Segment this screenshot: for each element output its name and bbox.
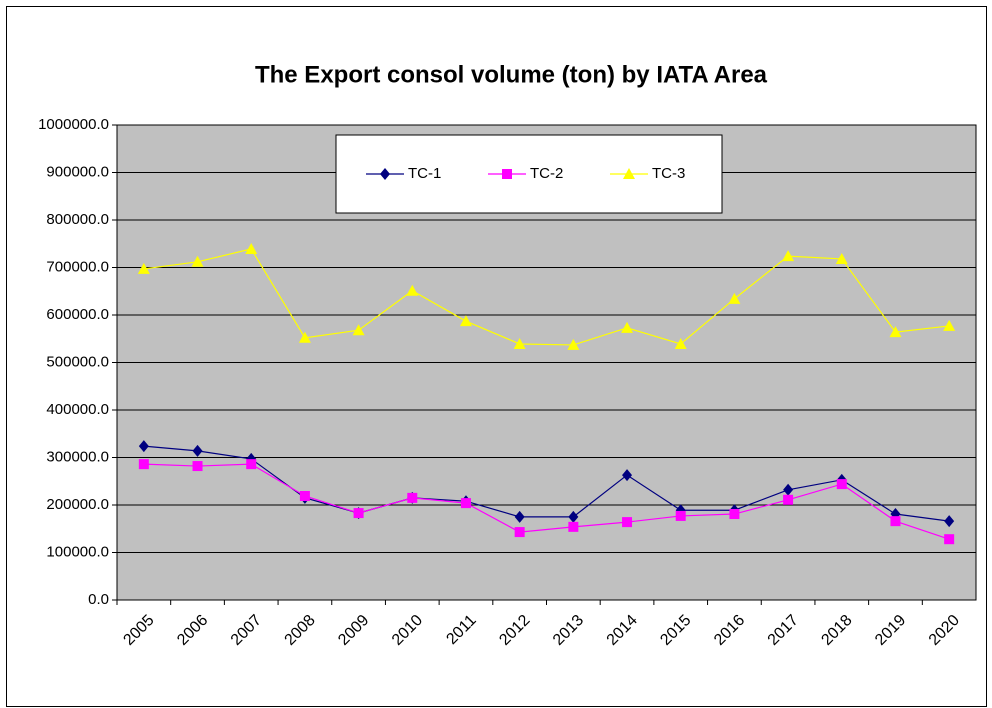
marker [407, 492, 418, 503]
marker [944, 534, 955, 545]
marker [622, 517, 633, 528]
y-tick-label: 100000.0 [46, 543, 109, 560]
marker [299, 490, 310, 501]
marker [836, 479, 847, 490]
marker [568, 521, 579, 532]
marker [729, 509, 740, 520]
marker [568, 510, 579, 523]
marker [245, 242, 258, 254]
y-tick-label: 300000.0 [46, 448, 109, 465]
marker [944, 515, 955, 528]
marker [675, 510, 686, 521]
y-tick-label: 0.0 [88, 591, 109, 608]
marker [513, 337, 526, 349]
marker [191, 255, 204, 267]
marker [459, 315, 472, 327]
legend-label: TC-2 [530, 165, 563, 182]
marker [728, 292, 741, 304]
legend-label: TC-1 [408, 165, 441, 182]
marker [192, 444, 203, 457]
y-tick-label: 400000.0 [46, 401, 109, 418]
series-line [143, 248, 950, 346]
y-tick-label: 800000.0 [46, 211, 109, 228]
marker [298, 331, 311, 343]
marker [406, 284, 419, 296]
marker [138, 440, 149, 453]
series-line [143, 463, 950, 540]
legend-label: TC-3 [652, 165, 685, 182]
marker [890, 516, 901, 527]
marker [943, 319, 956, 331]
y-tick-label: 600000.0 [46, 306, 109, 323]
marker [889, 326, 902, 338]
y-tick-label: 900000.0 [46, 163, 109, 180]
marker [567, 338, 580, 350]
y-tick-label: 200000.0 [46, 496, 109, 513]
marker [783, 494, 794, 505]
series-line [143, 445, 950, 522]
marker [621, 321, 634, 333]
y-tick-label: 500000.0 [46, 353, 109, 370]
marker [622, 469, 633, 482]
marker [460, 498, 471, 509]
marker [783, 483, 794, 496]
marker [137, 262, 150, 274]
marker [192, 461, 203, 472]
marker [246, 459, 257, 470]
marker [352, 324, 365, 336]
chart-title: The Export consol volume (ton) by IATA A… [255, 61, 768, 88]
y-tick-label: 1000000.0 [38, 116, 109, 133]
marker [514, 510, 525, 523]
marker [138, 459, 149, 470]
marker [380, 168, 390, 180]
marker [674, 337, 687, 349]
marker [782, 250, 795, 262]
marker [623, 168, 635, 179]
marker [514, 527, 525, 538]
marker [835, 252, 848, 264]
marker [353, 508, 364, 519]
marker [502, 169, 512, 179]
y-tick-label: 700000.0 [46, 258, 109, 275]
